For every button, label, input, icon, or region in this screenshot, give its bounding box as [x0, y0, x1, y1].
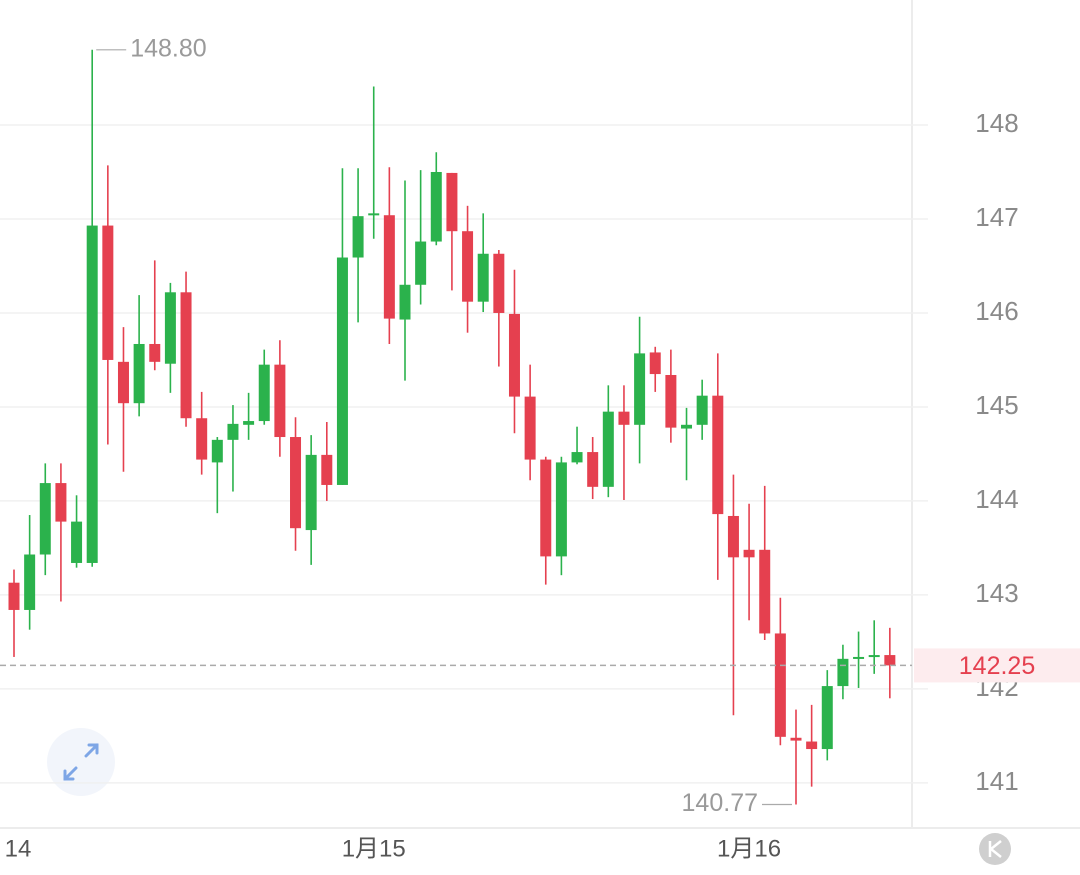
y-tick-label: 148: [975, 108, 1018, 138]
candle-body: [227, 423, 239, 440]
candle-body: [602, 411, 614, 487]
candle-body: [71, 521, 83, 563]
candle-body: [102, 225, 114, 360]
candle-body: [399, 284, 411, 320]
candle-body: [305, 454, 317, 531]
candle-body: [383, 215, 395, 319]
candle-body: [634, 353, 646, 425]
candle-body: [336, 257, 348, 485]
candle-body: [712, 395, 724, 515]
candle-body: [274, 364, 286, 438]
k-icon: [988, 840, 1002, 858]
candle-body: [368, 213, 380, 216]
candle-body: [164, 292, 176, 364]
candle-body: [508, 313, 520, 397]
candle-body: [884, 655, 896, 666]
k-button[interactable]: [979, 833, 1011, 865]
candle-body: [180, 292, 192, 419]
candle-body: [290, 437, 302, 529]
expand-button[interactable]: [47, 728, 115, 796]
candle-body: [727, 515, 739, 558]
candle-body: [352, 216, 364, 258]
k-button-bg[interactable]: [979, 833, 1011, 865]
candle-body: [149, 343, 161, 362]
candle-body: [665, 374, 677, 428]
candle-body: [321, 454, 333, 485]
candle-body: [258, 364, 270, 422]
candle-body: [743, 549, 755, 558]
candle-body: [774, 633, 786, 737]
candle-body: [462, 231, 474, 302]
candle-body: [493, 253, 505, 313]
y-tick-label: 141: [975, 766, 1018, 796]
y-tick-label: 146: [975, 296, 1018, 326]
candle-body: [649, 352, 661, 375]
candle-body: [24, 554, 36, 610]
candle-body: [540, 459, 552, 557]
x-tick-label: 1月15: [342, 835, 406, 862]
candle-body: [868, 655, 880, 658]
candle-body: [587, 452, 599, 487]
y-tick-label: 144: [975, 484, 1018, 514]
candle-body: [8, 582, 20, 610]
candle-body: [837, 658, 849, 687]
candle-body: [571, 452, 583, 463]
candle-body: [415, 241, 427, 285]
candle-body: [430, 171, 442, 242]
candle-body: [790, 737, 802, 741]
candle-body: [681, 424, 693, 429]
y-tick-label: 145: [975, 390, 1018, 420]
annotation-label: 148.80: [130, 34, 206, 62]
candle-body: [806, 741, 818, 750]
candle-body: [243, 421, 255, 425]
expand-icon: [63, 743, 99, 781]
last-price-bg: [914, 648, 1080, 683]
last-price-label: 142.25: [959, 652, 1035, 680]
candle-body: [211, 439, 223, 463]
x-tick-label: 1月16: [717, 835, 781, 862]
candle-body: [446, 172, 458, 232]
y-tick-label: 147: [975, 202, 1018, 232]
candle-body: [696, 395, 708, 425]
candle-body: [821, 686, 833, 750]
candle-body: [86, 225, 98, 563]
y-tick-label: 143: [975, 578, 1018, 608]
candle-body: [55, 483, 67, 522]
expand-button-bg[interactable]: [47, 728, 115, 796]
annotation-label: 140.77: [682, 789, 758, 817]
candle-body: [117, 361, 129, 404]
candle-body: [133, 343, 145, 404]
candle-body: [524, 396, 536, 460]
x-tick-label: 14: [5, 835, 32, 862]
candle-body: [759, 549, 771, 634]
candle-body: [39, 483, 51, 555]
candle-body: [196, 418, 208, 460]
candle-body: [477, 253, 489, 302]
candle-body: [618, 411, 630, 425]
candle-body: [853, 656, 865, 659]
candle-body: [555, 462, 567, 557]
